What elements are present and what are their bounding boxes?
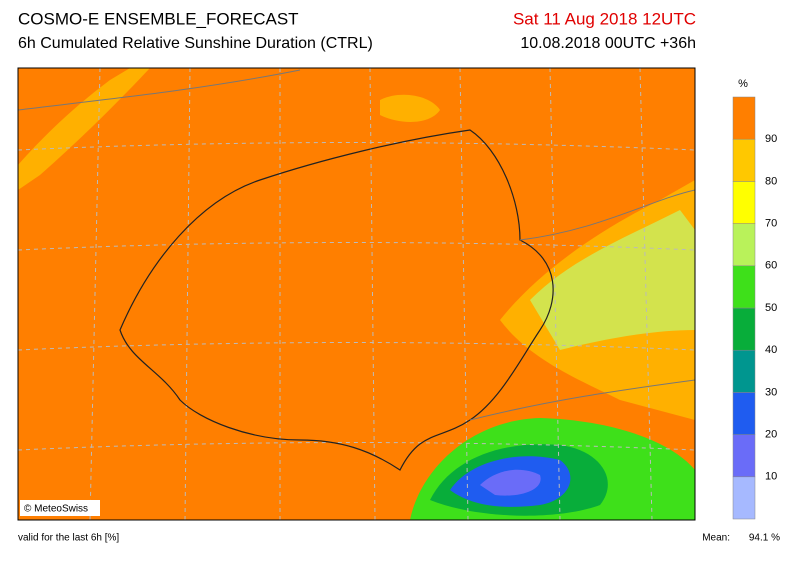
colorbar-box bbox=[732, 138, 756, 182]
colorbar-label: 30 bbox=[765, 386, 777, 398]
run-time: 10.08.2018 00UTC +36h bbox=[520, 35, 696, 52]
field-patch bbox=[480, 469, 541, 496]
subtitle: 6h Cumulated Relative Sunshine Duration … bbox=[18, 35, 373, 52]
colorbar-label: 70 bbox=[765, 218, 777, 230]
credit: © MeteoSwiss bbox=[24, 504, 88, 515]
field-patch bbox=[380, 94, 440, 122]
colorbar-box bbox=[732, 434, 756, 478]
colorbar-box bbox=[732, 181, 756, 224]
credit-box bbox=[20, 500, 100, 516]
valid-time: Sat 11 Aug 2018 12UTC bbox=[513, 9, 696, 28]
mean-label: Mean: bbox=[702, 533, 730, 544]
colorbar-box bbox=[732, 392, 756, 435]
field-patch bbox=[530, 210, 695, 350]
colorbar-box bbox=[732, 307, 756, 351]
colorbar-box bbox=[732, 96, 756, 140]
map: © MeteoSwiss bbox=[17, 67, 696, 521]
region-border bbox=[17, 69, 696, 421]
colorbar-label: 20 bbox=[765, 429, 777, 441]
colorbar-box bbox=[732, 476, 756, 520]
colorbar-label: 40 bbox=[765, 344, 777, 356]
colorbar-label: 80 bbox=[765, 175, 777, 187]
colorbar: 10 20 30 40 50 60 70 80 90 bbox=[732, 96, 777, 520]
title: COSMO-E ENSEMBLE_FORECAST bbox=[18, 9, 299, 28]
colorbar-label: 10 bbox=[765, 471, 777, 483]
colorbar-box bbox=[732, 349, 756, 393]
colorbar-box bbox=[732, 223, 756, 267]
colorbar-label: 50 bbox=[765, 302, 777, 314]
footer-note: valid for the last 6h [%] bbox=[18, 533, 119, 544]
map-frame bbox=[17, 67, 696, 521]
colorbar-label: 90 bbox=[765, 133, 777, 145]
mean-value: 94.1 % bbox=[749, 533, 780, 544]
colorbar-label: 60 bbox=[765, 260, 777, 272]
legend-unit: % bbox=[738, 78, 748, 90]
graticule bbox=[17, 67, 696, 521]
colorbar-box bbox=[732, 265, 756, 309]
country-border bbox=[119, 129, 554, 471]
